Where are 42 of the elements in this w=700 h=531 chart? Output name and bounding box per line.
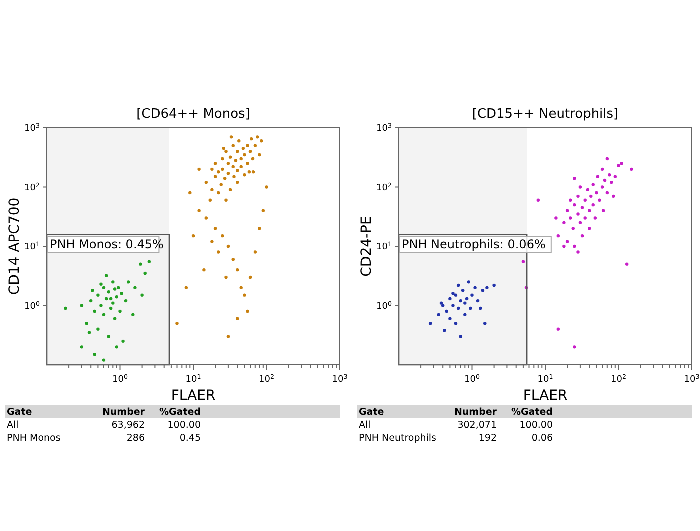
y-axis-title: CD24-PE [359, 216, 375, 277]
text: 0.45 [180, 433, 201, 444]
x-tick-label: 10$^{1}$ [538, 374, 554, 385]
text: PNH Neutrophils [359, 433, 437, 444]
text: Gate [359, 407, 384, 418]
x-tick-label: 10$^{0}$ [112, 374, 128, 385]
chart-title: [CD15++ Neutrophils] [472, 107, 619, 122]
x-tick-label: 10$^{3}$ [332, 374, 348, 385]
y-tick-label: 10$^{0}$ [376, 300, 392, 312]
x-axis-title: FLAER [523, 388, 568, 404]
text: 302,071 [458, 420, 497, 431]
x-tick-label: 10$^{0}$ [464, 374, 480, 385]
y-tick-label: 10$^{2}$ [24, 182, 40, 194]
y-tick-label: 10$^{1}$ [376, 241, 392, 252]
text: 0.06 [532, 433, 553, 444]
x-tick-label: 10$^{1}$ [186, 374, 202, 385]
x-tick-label: 10$^{2}$ [259, 374, 274, 385]
text: Number [102, 407, 146, 418]
text: All [7, 420, 19, 431]
text: %Gated [511, 407, 553, 418]
band-label: PNH Monos: 0.45% [50, 238, 164, 252]
text: 286 [126, 433, 145, 444]
text: 192 [478, 433, 497, 444]
text: All [359, 420, 371, 431]
band-label: PNH Neutrophils: 0.06% [402, 238, 546, 252]
text: 100.00 [168, 420, 201, 431]
chart-title: [CD64++ Monos] [136, 107, 250, 122]
text: Gate [7, 407, 32, 418]
text: %Gated [159, 407, 201, 418]
y-tick-label: 10$^{2}$ [376, 182, 392, 194]
x-tick-label: 10$^{3}$ [684, 374, 700, 385]
y-tick-label: 10$^{1}$ [24, 241, 40, 252]
text: 100.00 [520, 420, 553, 431]
x-axis-title: FLAER [171, 388, 216, 404]
y-tick-label: 10$^{3}$ [376, 122, 392, 134]
text: PNH Monos [7, 433, 61, 444]
text: 63,962 [112, 420, 145, 431]
y-tick-label: 10$^{0}$ [24, 300, 40, 312]
y-axis-title: CD14 APC700 [7, 198, 23, 296]
x-tick-label: 10$^{2}$ [611, 374, 626, 385]
text: Number [454, 407, 498, 418]
y-tick-label: 10$^{3}$ [24, 122, 40, 134]
